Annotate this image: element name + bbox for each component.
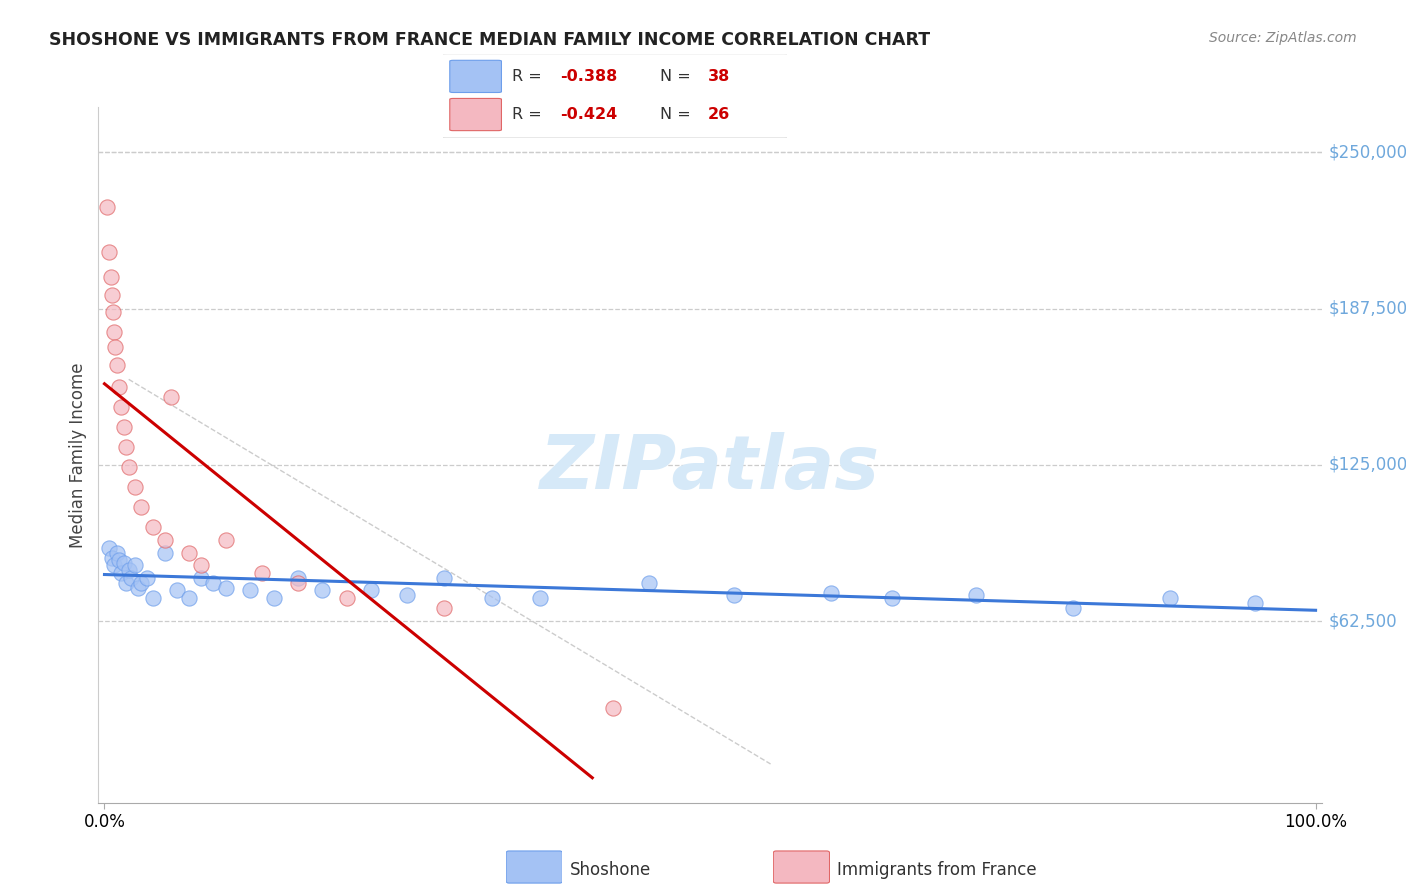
Point (287, 575, 309, 590)
Point (115, 441, 138, 455)
Point (1062, 600, 1084, 615)
Point (127, 581, 149, 595)
Point (105, 358, 128, 372)
Point (396, 588, 419, 602)
FancyBboxPatch shape (506, 851, 562, 883)
Y-axis label: Median Family Income: Median Family Income (69, 362, 87, 548)
Point (112, 420, 135, 434)
Point (124, 480, 146, 494)
Point (202, 575, 225, 590)
Text: -0.388: -0.388 (560, 69, 617, 84)
Point (179, 545, 201, 559)
Point (360, 583, 382, 598)
Point (880, 591, 903, 605)
Point (110, 566, 132, 580)
Text: N =: N = (659, 107, 696, 122)
Point (1244, 596, 1267, 610)
Point (129, 575, 152, 590)
Text: ZIPatlas: ZIPatlas (540, 433, 880, 506)
Point (602, 700, 624, 714)
Point (135, 570, 157, 584)
Point (108, 553, 131, 567)
Point (110, 401, 132, 415)
Point (820, 585, 842, 599)
Point (104, 340, 127, 354)
Point (1159, 591, 1181, 605)
Point (105, 545, 128, 559)
Point (166, 583, 188, 598)
Point (98, 541, 121, 555)
Point (153, 533, 176, 547)
Point (101, 305, 124, 319)
FancyBboxPatch shape (450, 98, 502, 130)
Point (100, 270, 122, 285)
Text: Immigrants from France: Immigrants from France (837, 861, 1036, 879)
FancyBboxPatch shape (773, 851, 830, 883)
Point (118, 460, 141, 475)
Point (190, 570, 212, 584)
Point (142, 520, 165, 534)
Point (311, 583, 333, 598)
Point (100, 550, 122, 565)
Point (129, 500, 152, 515)
Point (118, 563, 141, 577)
Text: $125,000: $125,000 (1329, 456, 1406, 474)
Point (723, 588, 745, 602)
Point (190, 558, 212, 572)
Point (120, 570, 142, 584)
Text: 38: 38 (709, 69, 730, 84)
Text: Source: ZipAtlas.com: Source: ZipAtlas.com (1209, 31, 1357, 45)
Point (336, 591, 359, 605)
Text: SHOSHONE VS IMMIGRANTS FROM FRANCE MEDIAN FAMILY INCOME CORRELATION CHART: SHOSHONE VS IMMIGRANTS FROM FRANCE MEDIA… (49, 31, 931, 49)
Point (263, 591, 285, 605)
Point (481, 591, 503, 605)
Point (98, 245, 121, 260)
Point (124, 558, 146, 572)
FancyBboxPatch shape (440, 54, 790, 138)
Text: R =: R = (512, 107, 547, 122)
Text: Shoshone: Shoshone (569, 861, 651, 879)
Text: $62,500: $62,500 (1329, 612, 1398, 631)
Point (239, 583, 262, 598)
Point (108, 380, 131, 394)
Point (529, 591, 551, 605)
Point (100, 287, 122, 301)
Text: R =: R = (512, 69, 547, 84)
Point (160, 390, 183, 404)
Text: N =: N = (659, 69, 696, 84)
Point (112, 556, 135, 570)
Point (966, 588, 988, 602)
Point (103, 558, 125, 572)
FancyBboxPatch shape (450, 61, 502, 93)
Point (179, 591, 201, 605)
Point (432, 570, 454, 584)
Point (214, 533, 236, 547)
Point (103, 326, 125, 340)
Point (638, 575, 661, 590)
Point (250, 566, 273, 580)
Text: $187,500: $187,500 (1329, 300, 1406, 318)
Point (432, 600, 454, 615)
Point (214, 581, 236, 595)
Point (153, 545, 176, 559)
Point (287, 570, 309, 584)
Text: $250,000: $250,000 (1329, 143, 1406, 161)
Point (115, 575, 138, 590)
Point (96, 200, 118, 214)
Text: 26: 26 (709, 107, 730, 122)
Text: -0.424: -0.424 (560, 107, 617, 122)
Point (142, 591, 165, 605)
